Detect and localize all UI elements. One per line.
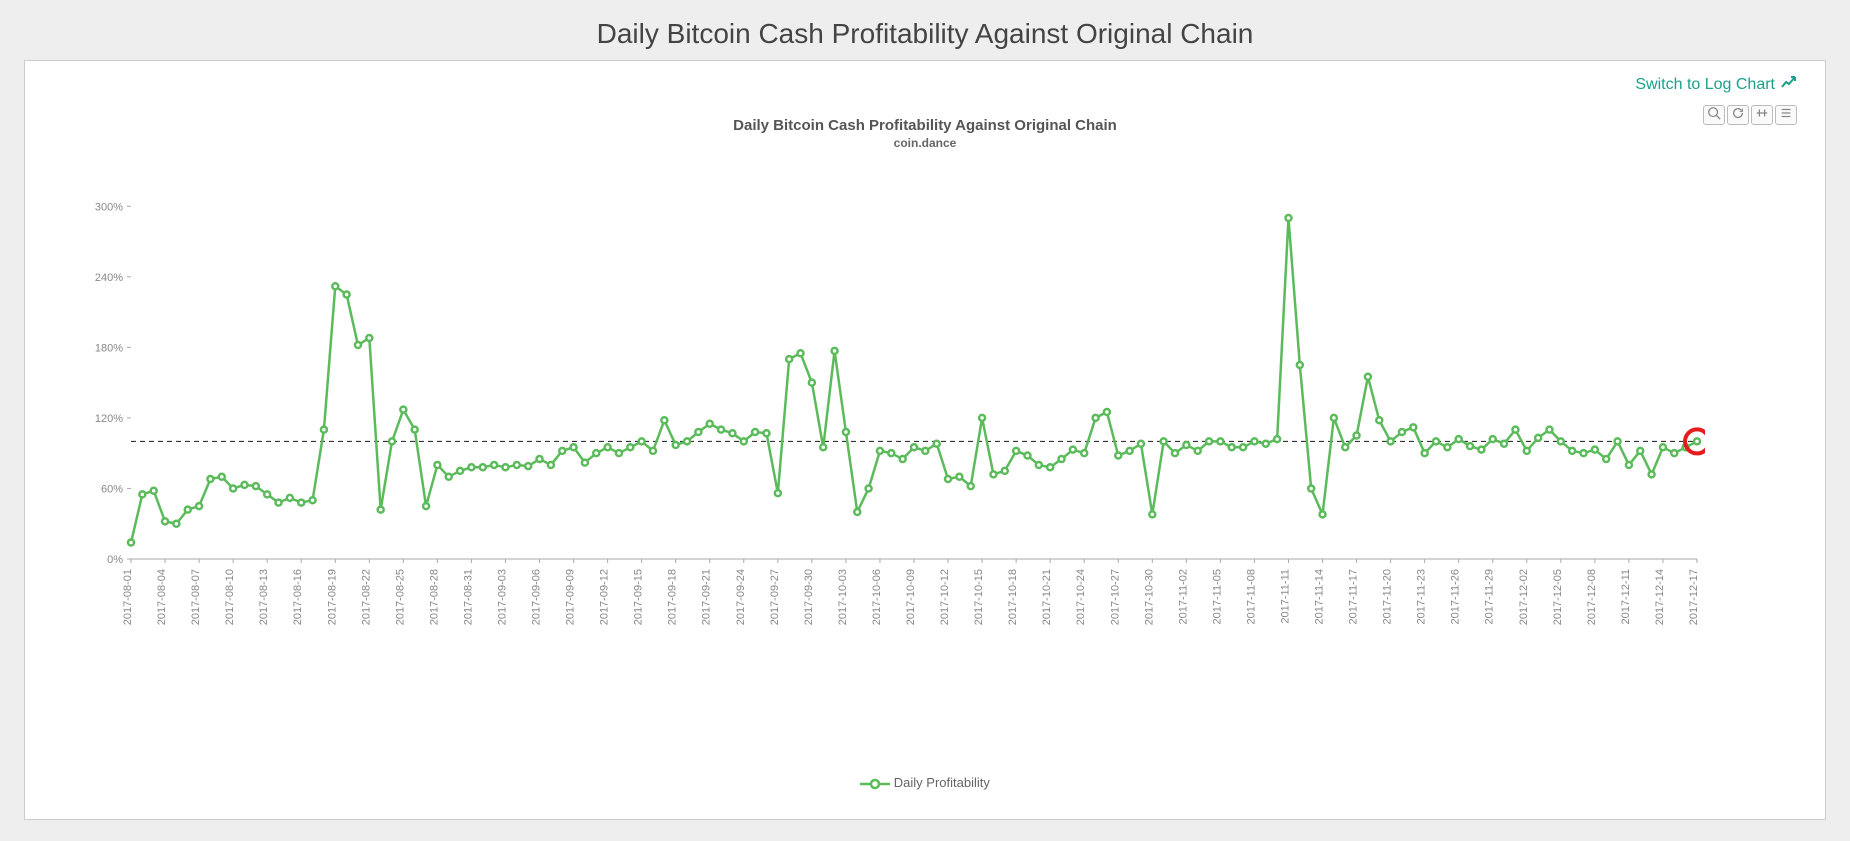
chart-plot: 0%60%120%180%240%300%Profit Parity2017-0… (81, 161, 1705, 659)
refresh-icon (1731, 106, 1745, 125)
svg-text:2017-10-21: 2017-10-21 (1041, 569, 1053, 625)
svg-text:2017-10-09: 2017-10-09 (905, 569, 917, 625)
svg-text:2017-11-26: 2017-11-26 (1450, 569, 1462, 624)
chart-subtitle: coin.dance (25, 134, 1825, 150)
svg-text:2017-09-21: 2017-09-21 (701, 569, 713, 625)
menu-icon (1779, 106, 1793, 125)
page-title: Daily Bitcoin Cash Profitability Against… (0, 0, 1850, 60)
svg-text:2017-09-09: 2017-09-09 (565, 569, 577, 625)
svg-text:2017-08-31: 2017-08-31 (462, 569, 474, 625)
svg-text:2017-10-06: 2017-10-06 (871, 569, 883, 625)
svg-text:2017-10-30: 2017-10-30 (1143, 569, 1155, 625)
svg-text:2017-11-20: 2017-11-20 (1382, 569, 1394, 624)
svg-text:2017-08-07: 2017-08-07 (190, 569, 202, 625)
svg-text:2017-11-29: 2017-11-29 (1484, 569, 1496, 624)
svg-text:0%: 0% (107, 554, 123, 566)
svg-text:2017-10-03: 2017-10-03 (837, 569, 849, 625)
svg-text:2017-10-15: 2017-10-15 (973, 569, 985, 625)
svg-text:2017-09-12: 2017-09-12 (599, 569, 611, 625)
svg-text:60%: 60% (101, 483, 123, 495)
svg-text:2017-10-24: 2017-10-24 (1075, 569, 1087, 625)
svg-text:2017-12-11: 2017-12-11 (1620, 569, 1632, 624)
svg-text:2017-09-06: 2017-09-06 (531, 569, 543, 625)
svg-text:2017-12-08: 2017-12-08 (1586, 569, 1598, 625)
pan-icon (1755, 106, 1769, 125)
svg-text:2017-08-04: 2017-08-04 (156, 569, 168, 625)
svg-text:2017-09-18: 2017-09-18 (667, 569, 679, 625)
svg-text:2017-11-14: 2017-11-14 (1314, 569, 1326, 624)
svg-text:2017-11-23: 2017-11-23 (1416, 569, 1428, 624)
svg-text:2017-09-30: 2017-09-30 (803, 569, 815, 625)
svg-text:2017-09-03: 2017-09-03 (496, 569, 508, 625)
refresh-button[interactable] (1727, 105, 1749, 125)
chart-up-icon (1781, 75, 1797, 94)
svg-text:2017-11-08: 2017-11-08 (1245, 569, 1257, 624)
svg-text:2017-08-10: 2017-08-10 (224, 569, 236, 625)
svg-text:2017-08-01: 2017-08-01 (122, 569, 134, 625)
svg-text:2017-08-19: 2017-08-19 (326, 569, 338, 625)
svg-text:2017-09-15: 2017-09-15 (633, 569, 645, 625)
zoom-icon (1707, 106, 1721, 125)
legend-label: Daily Profitability (894, 775, 990, 790)
legend-marker-icon (860, 775, 890, 791)
chart-legend: Daily Profitability (25, 775, 1825, 791)
svg-text:2017-10-27: 2017-10-27 (1109, 569, 1121, 625)
svg-text:2017-11-11: 2017-11-11 (1279, 569, 1291, 624)
svg-text:240%: 240% (95, 272, 123, 284)
svg-text:2017-09-24: 2017-09-24 (735, 569, 747, 625)
svg-text:2017-08-13: 2017-08-13 (258, 569, 270, 625)
svg-text:300%: 300% (95, 201, 123, 213)
svg-text:2017-08-22: 2017-08-22 (360, 569, 372, 625)
switch-log-chart-label: Switch to Log Chart (1635, 76, 1775, 94)
chart-card: Switch to Log Chart Daily Bitcoin Cash P… (24, 60, 1826, 820)
svg-text:120%: 120% (95, 413, 123, 425)
svg-text:2017-12-02: 2017-12-02 (1518, 569, 1530, 625)
svg-text:2017-09-27: 2017-09-27 (769, 569, 781, 625)
svg-text:2017-08-25: 2017-08-25 (394, 569, 406, 625)
menu-button[interactable] (1775, 105, 1797, 125)
svg-text:2017-12-17: 2017-12-17 (1688, 569, 1700, 625)
svg-text:2017-11-05: 2017-11-05 (1211, 569, 1223, 624)
zoom-button[interactable] (1703, 105, 1725, 125)
svg-text:2017-12-05: 2017-12-05 (1552, 569, 1564, 625)
svg-text:2017-10-18: 2017-10-18 (1007, 569, 1019, 625)
svg-text:180%: 180% (95, 342, 123, 354)
svg-text:2017-11-17: 2017-11-17 (1348, 569, 1360, 624)
svg-text:2017-08-16: 2017-08-16 (292, 569, 304, 625)
chart-toolbar (1703, 105, 1797, 125)
svg-text:2017-10-12: 2017-10-12 (939, 569, 951, 625)
switch-log-chart-link[interactable]: Switch to Log Chart (1635, 75, 1797, 94)
svg-text:2017-11-02: 2017-11-02 (1177, 569, 1189, 624)
svg-text:2017-08-28: 2017-08-28 (428, 569, 440, 625)
pan-button[interactable] (1751, 105, 1773, 125)
svg-text:2017-12-14: 2017-12-14 (1654, 569, 1666, 625)
chart-title: Daily Bitcoin Cash Profitability Against… (25, 61, 1825, 134)
